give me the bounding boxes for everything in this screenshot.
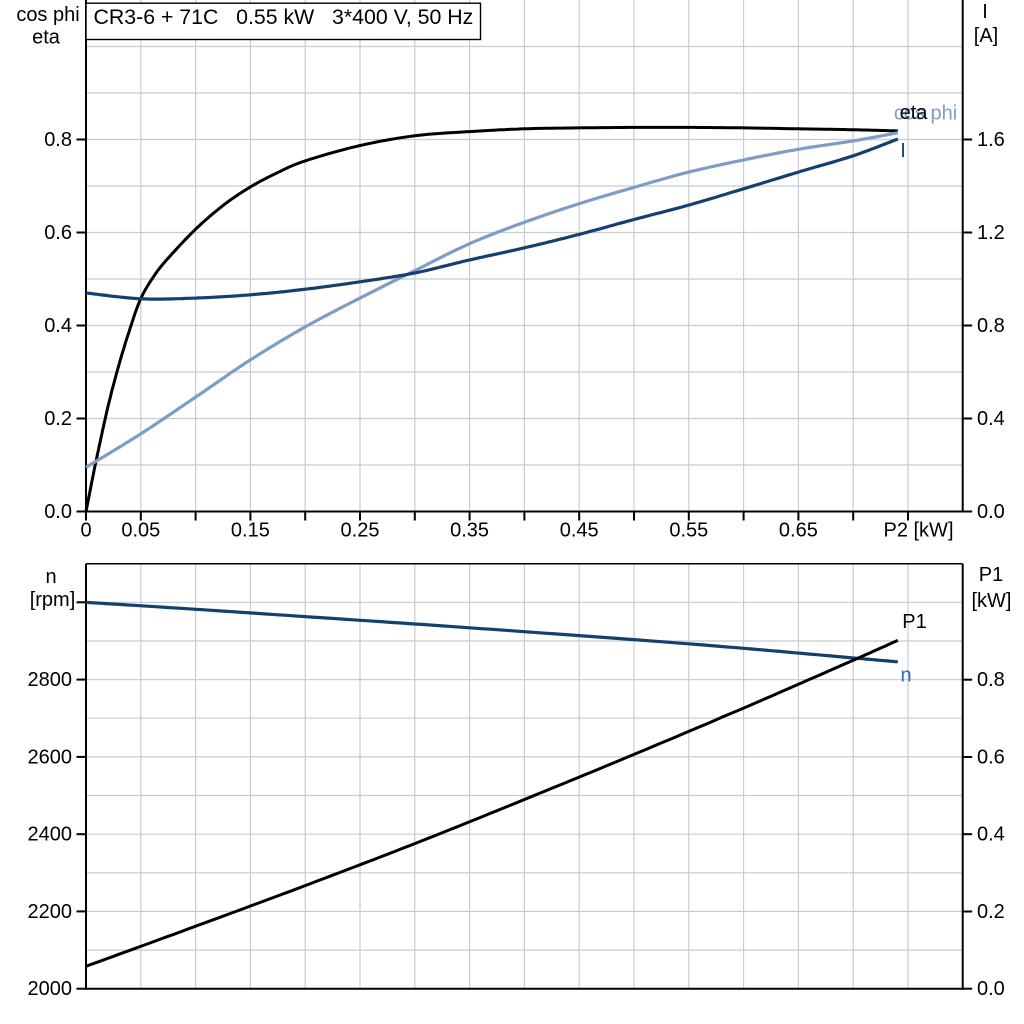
svg-text:1.2: 1.2 (977, 222, 1005, 244)
svg-text:0.2: 0.2 (44, 408, 72, 430)
svg-text:P1: P1 (902, 611, 926, 633)
svg-text:2400: 2400 (28, 824, 73, 846)
svg-text:I: I (982, 1, 988, 23)
svg-text:0.4: 0.4 (977, 824, 1005, 846)
svg-text:0.4: 0.4 (44, 315, 72, 337)
svg-text:0.15: 0.15 (231, 520, 270, 542)
svg-text:0.8: 0.8 (977, 315, 1005, 337)
svg-text:0: 0 (80, 520, 91, 542)
svg-text:0.55: 0.55 (669, 520, 708, 542)
svg-text:n: n (45, 566, 56, 588)
svg-text:0.25: 0.25 (341, 520, 380, 542)
svg-text:2800: 2800 (28, 669, 73, 691)
svg-text:[A]: [A] (974, 25, 998, 47)
svg-text:0.0: 0.0 (44, 501, 72, 523)
svg-text:0.8: 0.8 (44, 129, 72, 151)
svg-text:cos phi: cos phi (894, 103, 957, 125)
svg-text:1.6: 1.6 (977, 129, 1005, 151)
svg-text:[kW]: [kW] (972, 590, 1012, 612)
svg-text:0.0: 0.0 (977, 501, 1005, 523)
svg-text:0.8: 0.8 (977, 669, 1005, 691)
svg-text:0.2: 0.2 (977, 901, 1005, 923)
svg-text:0.6: 0.6 (977, 746, 1005, 768)
svg-text:0.05: 0.05 (121, 520, 160, 542)
svg-text:P1: P1 (979, 564, 1003, 586)
svg-text:P2 [kW]: P2 [kW] (883, 520, 953, 542)
svg-text:I: I (900, 140, 906, 162)
svg-text:0.4: 0.4 (977, 408, 1005, 430)
svg-text:2600: 2600 (28, 746, 73, 768)
svg-text:cos phi: cos phi (16, 4, 79, 26)
svg-text:CR3-6 + 71C 0.55 kW 3*400: CR3-6 + 71C 0.55 kW 3*400 V, 50 Hz (94, 5, 474, 29)
svg-text:n: n (900, 665, 911, 687)
svg-text:[rpm]: [rpm] (30, 589, 76, 611)
svg-text:0.0: 0.0 (977, 978, 1005, 1000)
svg-text:0.35: 0.35 (450, 520, 489, 542)
svg-text:2000: 2000 (28, 978, 73, 1000)
svg-text:2200: 2200 (28, 901, 73, 923)
svg-text:0.45: 0.45 (560, 520, 599, 542)
svg-text:eta: eta (32, 27, 61, 49)
svg-text:0.65: 0.65 (779, 520, 818, 542)
svg-text:0.6: 0.6 (44, 222, 72, 244)
svg-text:eta: eta (900, 102, 929, 124)
